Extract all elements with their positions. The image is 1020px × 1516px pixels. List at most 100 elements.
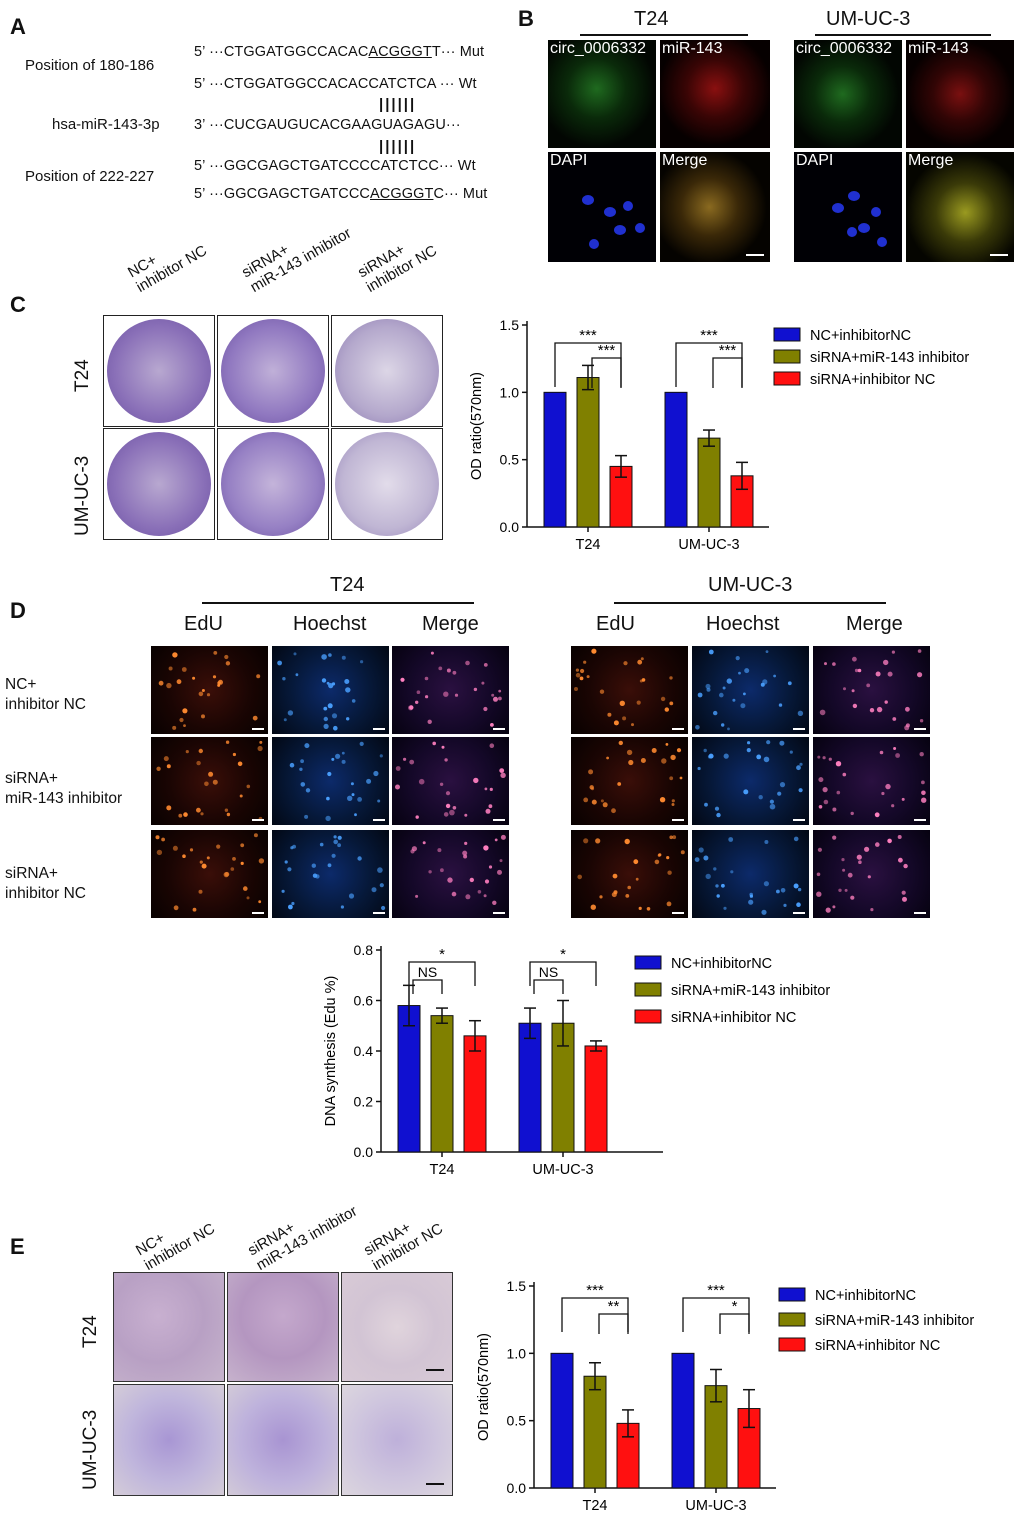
legend-label: NC+inhibitorNC	[815, 1288, 916, 1304]
d-col-hoechst-t24: Hoechst	[293, 613, 367, 635]
d-umuc3-merge-row1-image	[813, 646, 930, 734]
legend-label: siRNA+miR-143 inhibitor	[671, 983, 830, 999]
e-col-label-2: siRNA+ miR-143 inhibitor	[245, 1202, 361, 1274]
bar-nc-inhibitornc	[518, 1022, 542, 1153]
d-group-t24: T24	[330, 574, 365, 596]
e-col-label-1: NC+ inhibitor NC	[133, 1220, 218, 1274]
mirna-sequence: 3’ ···CUCGAUGUCACGAAGUAGAGU···	[194, 117, 461, 133]
significance-label: *	[732, 1298, 738, 1315]
b-group-umuc3: UM-UC-3	[826, 8, 911, 30]
panel-label-e: E	[10, 1234, 25, 1259]
legend-swatch	[634, 1009, 662, 1024]
c-t24-dish-1	[103, 315, 215, 427]
b-umuc3-merge-image: Merge	[906, 152, 1014, 262]
panel-label-d: D	[10, 598, 26, 623]
d-umuc3-hoechst-row3-image	[692, 830, 809, 918]
legend-label: siRNA+inhibitor NC	[815, 1338, 940, 1354]
y-axis-label: DNA synthesis (Edu %)	[323, 976, 339, 1127]
d-t24-merge-row1-image	[392, 646, 509, 734]
y-tick-label: 0.0	[500, 519, 520, 535]
chart-c-colony-formation: 0.0 0.5 1.0 1.5 OD ratio(570nm) T24 UM-UC-3 ***…	[470, 317, 969, 553]
e-t24-image-2	[227, 1272, 339, 1382]
x-tick-label: UM-UC-3	[532, 1162, 593, 1178]
site2-wildtype-sequence: 5’ ···GGCGAGCTGATCCCCATCTCC··· Wt	[194, 158, 476, 174]
d-col-edu-t24: EdU	[184, 613, 223, 635]
b-t24-mir143-image: miR-143	[660, 40, 770, 148]
x-tick-label: T24	[576, 537, 601, 553]
b-t24-merge-image: Merge	[660, 152, 770, 262]
e-row-label-umuc3: UM-UC-3	[80, 1409, 101, 1490]
d-umuc3-edu-row2-image	[571, 737, 688, 825]
significance-label: ***	[598, 342, 616, 359]
c-t24-dish-3	[331, 315, 443, 427]
d-t24-edu-row1-image	[151, 646, 268, 734]
b-group-line-umuc3	[815, 34, 991, 36]
y-axis-label: OD ratio(570nm)	[476, 1333, 492, 1441]
c-col-label-2: siRNA+ miR-143 inhibitor	[239, 224, 355, 296]
d-umuc3-edu-row3-image	[571, 830, 688, 918]
legend-swatch	[778, 1337, 806, 1352]
significance-bracket	[591, 357, 622, 388]
bar-nc-inhibitornc	[671, 1352, 695, 1489]
significance-bracket	[412, 979, 443, 994]
e-t24-image-3	[341, 1272, 453, 1382]
bar-sirna-mir-143-inhibitor	[430, 1015, 454, 1153]
bar-sirna-mir-143-inhibitor	[576, 377, 600, 528]
y-tick-label: 0.4	[354, 1043, 374, 1059]
y-tick-label: 1.0	[507, 1345, 527, 1361]
y-tick-label: 0.0	[354, 1144, 374, 1160]
significance-label: *	[560, 946, 566, 963]
d-umuc3-merge-row2-image	[813, 737, 930, 825]
legend-label: siRNA+miR-143 inhibitor	[810, 350, 969, 366]
d-t24-edu-row3-image	[151, 830, 268, 918]
bar-sirna-inhibitor-nc	[584, 1045, 608, 1153]
site2-mutant-sequence: 5’ ···GGCGAGCTGATCCCACGGGTC··· Mut	[194, 186, 488, 202]
y-tick-label: 1.5	[507, 1278, 527, 1294]
legend-label: siRNA+inhibitor NC	[810, 372, 935, 388]
significance-label: *	[439, 946, 445, 963]
c-col-label-1: NC+ inhibitor NC	[125, 242, 210, 296]
c-row-label-t24: T24	[72, 359, 93, 392]
y-tick-label: 0.5	[500, 452, 520, 468]
bar-nc-inhibitornc	[550, 1352, 574, 1489]
b-t24-dapi-nuclei	[582, 195, 645, 249]
panel-label-c: C	[10, 292, 26, 317]
y-tick-label: 0.2	[354, 1094, 374, 1110]
y-tick-label: 0.8	[354, 942, 374, 958]
legend-swatch	[773, 327, 801, 342]
significance-label: **	[608, 1298, 620, 1315]
d-row-label-1: NC+ inhibitor NC	[5, 676, 86, 713]
d-umuc3-edu-row1-image	[571, 646, 688, 734]
y-axis-label: OD ratio(570nm)	[470, 372, 485, 480]
b-t24-circrna-image: circ_0006332	[548, 40, 656, 148]
x-tick-label: T24	[430, 1162, 455, 1178]
legend-swatch	[634, 982, 662, 997]
x-tick-label: UM-UC-3	[678, 537, 739, 553]
d-group-line-t24	[202, 602, 474, 604]
d-col-merge-umuc3: Merge	[846, 613, 903, 635]
d-col-hoechst-umuc3: Hoechst	[706, 613, 780, 635]
significance-bracket	[598, 1313, 629, 1334]
b-umuc3-mir143-image: miR-143	[906, 40, 1014, 148]
bar-sirna-mir-143-inhibitor	[697, 437, 721, 528]
significance-bracket	[712, 357, 743, 388]
d-umuc3-hoechst-row2-image	[692, 737, 809, 825]
legend-swatch	[778, 1312, 806, 1327]
site1-position-label: Position of 180-186	[25, 57, 155, 74]
legend-swatch	[773, 371, 801, 386]
site2-position-label: Position of 222-227	[25, 168, 155, 185]
d-group-line-umuc3	[614, 602, 886, 604]
y-tick-label: 0.0	[507, 1480, 527, 1496]
panel-label-b: B	[518, 6, 534, 31]
d-umuc3-merge-row3-image	[813, 830, 930, 918]
significance-bracket	[529, 961, 597, 986]
pairing-lines-lower: ||||||	[379, 138, 417, 155]
significance-label: NS	[539, 964, 558, 980]
e-row-label-t24: T24	[80, 1315, 101, 1348]
legend-swatch	[634, 955, 662, 970]
d-col-edu-umuc3: EdU	[596, 613, 635, 635]
significance-label: ***	[586, 1282, 604, 1299]
b-umuc3-circrna-image: circ_0006332	[794, 40, 902, 148]
legend-label: NC+inhibitorNC	[671, 956, 772, 972]
legend-swatch	[773, 349, 801, 364]
